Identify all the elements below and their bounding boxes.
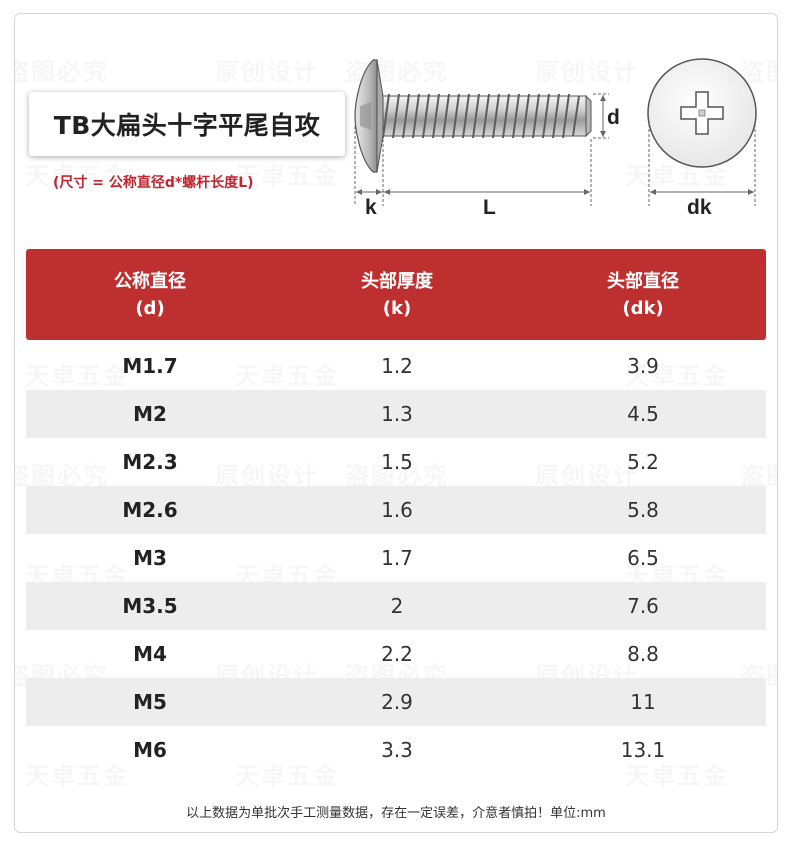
cell-k: 2.2	[381, 642, 413, 666]
cell-d: M2	[133, 402, 167, 426]
screw-head-side	[354, 59, 384, 173]
cell-d: M5	[133, 690, 167, 714]
spec-card: 盗图必究 原创设计 盗图必究 原创设计 盗图必究 天卓五金 天卓五金 天卓五金 …	[14, 13, 778, 833]
cell-dk: 13.1	[620, 738, 666, 762]
cell-d: M1.7	[122, 354, 178, 378]
label-k: k	[365, 196, 377, 219]
label-L: L	[483, 196, 496, 219]
cell-d: M2.3	[122, 450, 178, 474]
cell-dk: 4.5	[627, 402, 659, 426]
cell-k: 1.6	[381, 498, 413, 522]
cell-k: 1.3	[381, 402, 413, 426]
header-head-diameter: 头部直径 (dk)	[607, 270, 679, 319]
product-title-box: TB大扁头十字平尾自攻	[29, 92, 345, 156]
table-row: M2 1.3 4.5	[26, 390, 766, 438]
dimension-arrows	[356, 95, 754, 195]
cell-d: M3.5	[122, 594, 178, 618]
table-header: 公称直径 (d) 头部厚度 (k) 头部直径 (dk)	[26, 249, 766, 340]
cell-d: M2.6	[122, 498, 178, 522]
table-row: M3 1.7 6.5	[26, 534, 766, 582]
cell-k: 1.2	[381, 354, 413, 378]
table-row: M6 3.3 13.1	[26, 726, 766, 774]
cell-k: 2.9	[381, 690, 413, 714]
screw-shank-side	[382, 93, 592, 139]
cell-dk: 11	[630, 690, 656, 714]
table-row: M2.6 1.6 5.8	[26, 486, 766, 534]
cell-dk: 5.8	[627, 498, 659, 522]
product-title: TB大扁头十字平尾自攻	[53, 111, 321, 140]
cell-dk: 5.2	[627, 450, 659, 474]
header-nominal-diameter: 公称直径 (d)	[114, 270, 186, 319]
cell-k: 1.5	[381, 450, 413, 474]
table-row: M4 2.2 8.8	[26, 630, 766, 678]
table-row: M1.7 1.2 3.9	[26, 342, 766, 390]
cell-k: 2	[390, 594, 404, 618]
cell-d: M6	[133, 738, 167, 762]
table-row: M3.5 2 7.6	[26, 582, 766, 630]
cell-dk: 3.9	[627, 354, 659, 378]
cell-dk: 8.8	[627, 642, 659, 666]
screw-diagram	[354, 58, 757, 206]
label-d: d	[607, 106, 620, 129]
size-formula: (尺寸 = 公称直径d*螺杆长度L)	[53, 175, 254, 191]
cell-dk: 6.5	[627, 546, 659, 570]
header-head-thickness: 头部厚度 (k)	[361, 270, 433, 319]
cell-d: M4	[133, 642, 167, 666]
cell-dk: 7.6	[627, 594, 659, 618]
cell-k: 1.7	[381, 546, 413, 570]
cell-k: 3.3	[381, 738, 413, 762]
dimension-lines	[354, 93, 756, 206]
cell-d: M3	[133, 546, 167, 570]
measurement-disclaimer: 以上数据为单批次手工测量数据，存在一定误差，介意者慎拍！单位:mm	[186, 806, 606, 821]
table-row: M5 2.9 11	[26, 678, 766, 726]
screw-head-top	[647, 58, 757, 168]
table-body: M1.7 1.2 3.9 M2 1.3 4.5 M2.3 1.5 5.2 M2.…	[26, 342, 766, 774]
label-dk: dk	[687, 196, 712, 219]
table-row: M2.3 1.5 5.2	[26, 438, 766, 486]
